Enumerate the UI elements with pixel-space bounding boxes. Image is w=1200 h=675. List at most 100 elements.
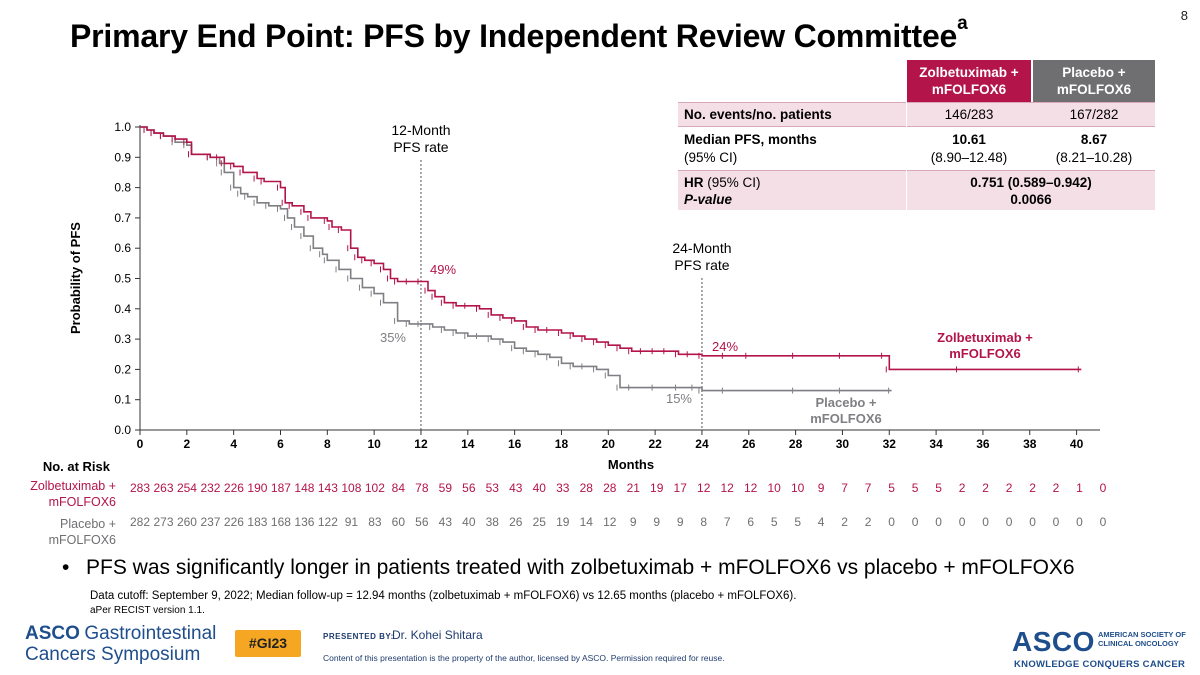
at-risk-placebo-label-line1: Placebo + [60, 517, 116, 531]
x-tick-label: 20 [602, 437, 616, 451]
x-tick-label: 2 [183, 437, 190, 451]
y-tick-label: 0.4 [114, 302, 131, 316]
table-divider [906, 102, 907, 270]
at-risk-placebo-value: 0 [1100, 515, 1107, 529]
x-tick-label: 24 [695, 437, 709, 451]
at-risk-placebo-value: 183 [247, 515, 267, 529]
at-risk-zolbe-value: 0 [1100, 481, 1107, 495]
x-tick-label: 16 [508, 437, 522, 451]
at-risk-placebo-value: 168 [271, 515, 291, 529]
at-risk-placebo-value: 0 [1076, 515, 1083, 529]
row-hr: HR (95% CI) P-value 0.751 (0.589–0.942) … [678, 170, 1155, 210]
y-tick-label: 0.0 [114, 423, 131, 437]
y-axis-label: Probability of PFS [68, 222, 83, 334]
at-risk-zolbe-value: 12 [744, 481, 758, 495]
at-risk-placebo-value: 0 [1029, 515, 1036, 529]
legend-placebo-line1: Placebo + [815, 395, 876, 410]
at-risk-placebo-value: 14 [580, 515, 594, 529]
at-risk-zolbe-value: 84 [392, 481, 406, 495]
at-risk-placebo-value: 6 [747, 515, 754, 529]
at-risk-placebo-value: 26 [509, 515, 523, 529]
x-tick-label: 6 [277, 437, 284, 451]
at-risk-zolbe-value: 2 [959, 481, 966, 495]
at-risk-zolbe-value: 2 [982, 481, 989, 495]
asco-logo: ASCO AMERICAN SOCIETY OF CLINICAL ONCOLO… [1012, 626, 1186, 670]
at-risk-placebo-value: 2 [865, 515, 872, 529]
at-risk-placebo-value: 19 [556, 515, 570, 529]
legend-zolbe-line2: mFOLFOX6 [949, 346, 1021, 361]
at-risk-zolbe-value: 33 [556, 481, 570, 495]
y-tick-label: 0.8 [114, 181, 131, 195]
median-placebo: 8.67 [1080, 132, 1108, 147]
at-risk-placebo-value: 43 [439, 515, 453, 529]
at-risk-zolbe-value: 78 [415, 481, 429, 495]
at-risk-placebo-value: 0 [935, 515, 942, 529]
at-risk-zolbe-value: 232 [200, 481, 220, 495]
at-risk-zolbe-value: 28 [580, 481, 594, 495]
at-risk-placebo-value: 0 [1053, 515, 1060, 529]
median-zolbe: 10.61 [952, 132, 986, 147]
y-tick-label: 0.3 [114, 332, 131, 346]
footnote-data-cutoff: Data cutoff: September 9, 2022; Median f… [90, 590, 797, 602]
x-tick-label: 4 [230, 437, 237, 451]
at-risk-zolbe-value: 2 [1053, 481, 1060, 495]
at-risk-placebo-value: 5 [771, 515, 778, 529]
km-chart: 0.00.10.20.30.40.50.60.70.80.91.00 2 4 6 8 10… [30, 120, 1107, 547]
at-risk-placebo-value: 38 [486, 515, 500, 529]
at-risk-placebo-value: 5 [794, 515, 801, 529]
at-risk-zolbe-value: 53 [486, 481, 500, 495]
events-label: No. events/no. patients [684, 107, 832, 122]
at-risk-zolbe-value: 148 [294, 481, 314, 495]
at-risk-zolbe-value: 187 [271, 481, 291, 495]
at-risk-zolbe-value: 9 [818, 481, 825, 495]
at-risk-zolbe-value: 10 [767, 481, 781, 495]
x-tick-label: 28 [789, 437, 803, 451]
hr-value: 0.751 (0.589–0.942) [970, 175, 1092, 190]
at-risk-placebo-value: 136 [294, 515, 314, 529]
at-risk-zolbe-value: 2 [1029, 481, 1036, 495]
at-risk-placebo-value: 226 [224, 515, 244, 529]
at-risk-placebo-value: 0 [912, 515, 919, 529]
at-risk-placebo-value: 9 [677, 515, 684, 529]
at-risk-zolbe-value: 143 [318, 481, 338, 495]
at-risk-zolbe-value: 28 [603, 481, 617, 495]
at-risk-zolbe-value: 283 [130, 481, 150, 495]
events-zolbe: 146/283 [944, 107, 994, 122]
x-tick-label: 26 [742, 437, 756, 451]
at-risk-placebo-value: 60 [392, 515, 406, 529]
at-risk-placebo-value: 260 [177, 515, 197, 529]
at-risk-zolbe-value: 108 [341, 481, 361, 495]
at-risk-zolbe-value: 102 [365, 481, 385, 495]
at-risk-title: No. at Risk [43, 459, 111, 474]
x-tick-label: 12 [414, 437, 428, 451]
at-risk-zolbe-value: 2 [1006, 481, 1013, 495]
y-tick-label: 0.6 [114, 241, 131, 255]
at-risk-placebo-value: 40 [462, 515, 476, 529]
x-tick-label: 22 [648, 437, 662, 451]
presented-by-label: PRESENTED BY: [323, 632, 394, 641]
at-risk-zolbe-value: 226 [224, 481, 244, 495]
header-zolbetuximab: Zolbetuximab + mFOLFOX6 [907, 60, 1031, 102]
median-ci-label: (95% CI) [684, 150, 738, 165]
at-risk-placebo-value: 0 [1006, 515, 1013, 529]
at-risk-zolbe-value: 40 [533, 481, 547, 495]
at-risk-zolbe-value: 254 [177, 481, 197, 495]
bullet-dot: • [62, 556, 70, 579]
at-risk-zolbe-value: 7 [865, 481, 872, 495]
at-risk-zolbe-value: 5 [888, 481, 895, 495]
at-risk-zolbe-value: 5 [935, 481, 942, 495]
x-tick-label: 10 [367, 437, 381, 451]
at-risk-placebo-value: 25 [533, 515, 547, 529]
at-risk-zolbe-value: 12 [721, 481, 735, 495]
events-placebo: 167/282 [1069, 107, 1119, 122]
x-tick-label: 8 [324, 437, 331, 451]
hashtag-badge: #GI23 [235, 630, 301, 657]
legend-zolbe-line1: Zolbetuximab + [937, 330, 1033, 345]
x-axis-label: Months [608, 457, 654, 472]
at-risk-zolbe-label-line1: Zolbetuximab + [30, 479, 116, 493]
at-risk-zolbe-value: 263 [153, 481, 173, 495]
p-value: 0.0066 [1010, 192, 1052, 207]
y-tick-label: 0.5 [114, 272, 131, 286]
y-tick-label: 1.0 [114, 120, 131, 134]
at-risk-zolbe-value: 19 [650, 481, 664, 495]
